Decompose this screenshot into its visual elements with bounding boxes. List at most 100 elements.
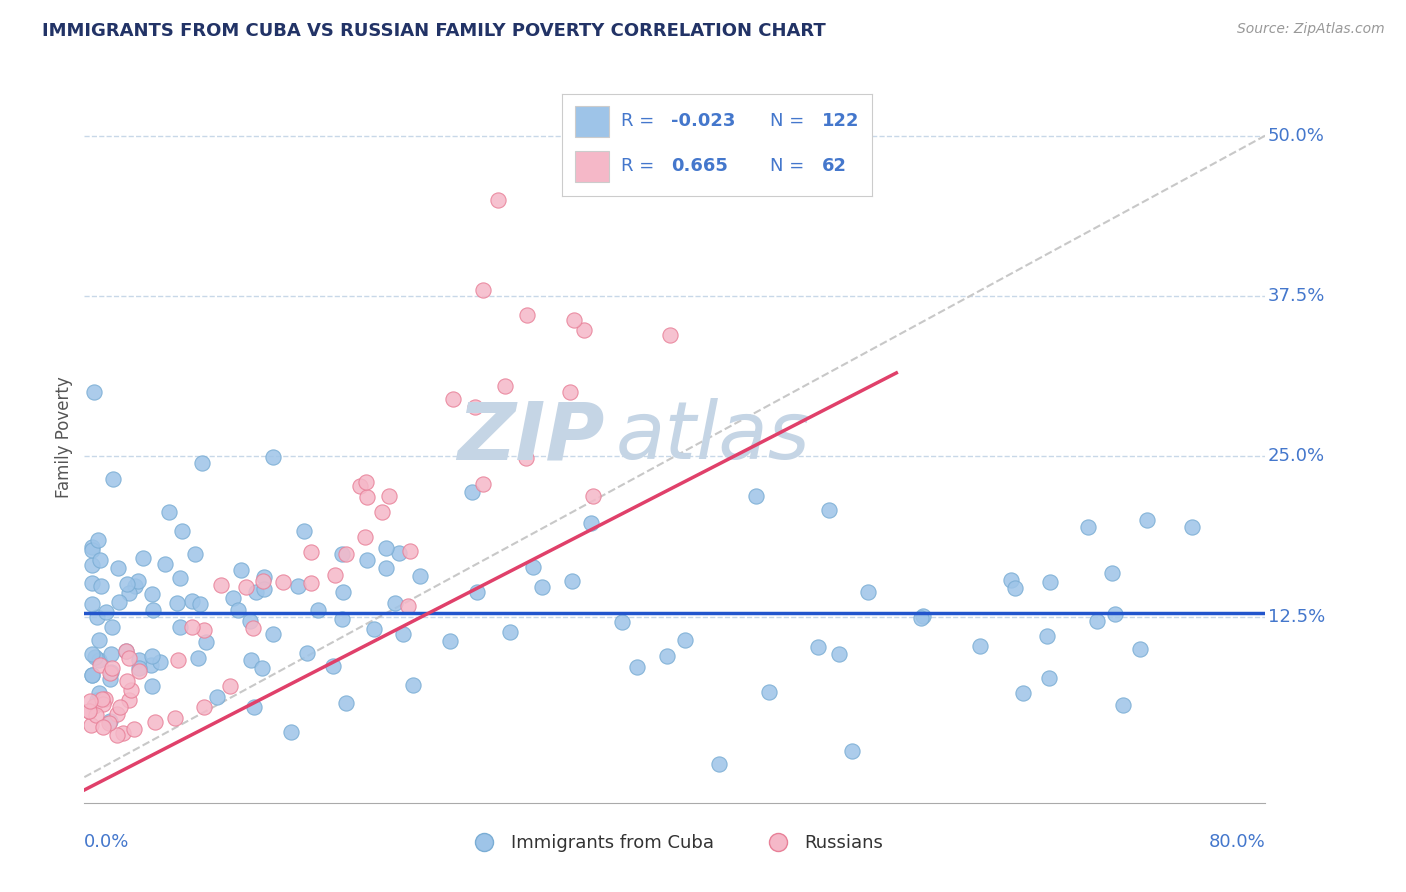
Point [582,489,605,503]
Bar [575,106,609,136]
Point [166,596,188,610]
Point [128,660,150,674]
Point [245,585,267,599]
Text: 25.0%: 25.0% [1268,447,1324,466]
Point [969,640,991,654]
Point [912,609,935,624]
Point [558,385,581,400]
Text: -0.023: -0.023 [671,112,735,130]
Point [229,563,252,577]
Point [80,541,103,555]
Point [307,603,329,617]
Point [153,557,176,571]
Point [461,485,484,500]
Point [108,595,131,609]
Point [262,450,284,465]
Point [80,558,103,573]
Point [149,656,172,670]
Point [472,283,495,297]
Point [856,584,879,599]
Point [118,585,141,599]
Point [253,582,276,596]
Point [841,744,863,758]
Point [80,667,103,681]
Point [84,708,107,723]
Text: ZIP: ZIP [457,398,605,476]
Point [292,524,315,538]
Point [101,620,124,634]
Bar [575,151,609,182]
Text: IMMIGRANTS FROM CUBA VS RUSSIAN FAMILY POVERTY CORRELATION CHART: IMMIGRANTS FROM CUBA VS RUSSIAN FAMILY P… [42,22,825,40]
Point [115,673,138,688]
Point [1101,566,1123,580]
Point [561,574,583,588]
Point [98,714,121,728]
Point [472,477,495,491]
Point [96,605,118,619]
Point [159,505,181,519]
Point [402,678,425,692]
Point [118,651,141,665]
Point [80,576,103,591]
Point [299,545,322,559]
Point [325,567,347,582]
Point [226,603,249,617]
Point [193,700,215,714]
Point [384,596,406,610]
Text: 80.0%: 80.0% [1209,833,1265,851]
Point [79,694,101,708]
Point [1038,671,1060,685]
Point [143,715,166,730]
Point [86,610,108,624]
Point [115,576,138,591]
Point [97,716,120,731]
Point [91,697,114,711]
Point [108,699,131,714]
Point [101,661,124,675]
Point [910,610,932,624]
Legend: Immigrants from Cuba, Russians: Immigrants from Cuba, Russians [458,827,891,860]
Point [183,547,205,561]
Point [193,623,215,637]
Point [494,378,516,392]
Point [98,666,121,681]
Point [124,579,146,593]
Text: N =: N = [769,158,804,176]
Point [83,698,105,713]
Point [1000,573,1022,587]
Text: R =: R = [621,112,654,130]
Point [100,648,122,662]
Point [132,550,155,565]
Point [169,619,191,633]
Point [1039,575,1062,590]
Point [89,633,111,648]
Point [626,660,648,674]
Point [122,722,145,736]
Point [219,679,242,693]
Point [98,672,121,686]
Point [222,591,245,606]
Point [1181,520,1204,534]
Point [295,646,318,660]
Point [105,728,128,742]
Point [262,627,284,641]
Point [574,323,596,337]
Point [87,533,110,547]
Point [139,657,162,672]
Point [188,597,211,611]
Point [354,530,377,544]
Point [332,584,354,599]
Text: atlas: atlas [616,398,811,476]
Point [363,622,385,636]
Point [271,574,294,589]
Point [354,475,377,490]
Point [89,685,111,699]
Point [141,679,163,693]
Point [579,516,602,530]
Point [86,693,108,707]
Point [287,578,309,592]
Point [828,647,851,661]
Point [83,385,105,400]
Point [180,620,202,634]
Point [141,648,163,663]
